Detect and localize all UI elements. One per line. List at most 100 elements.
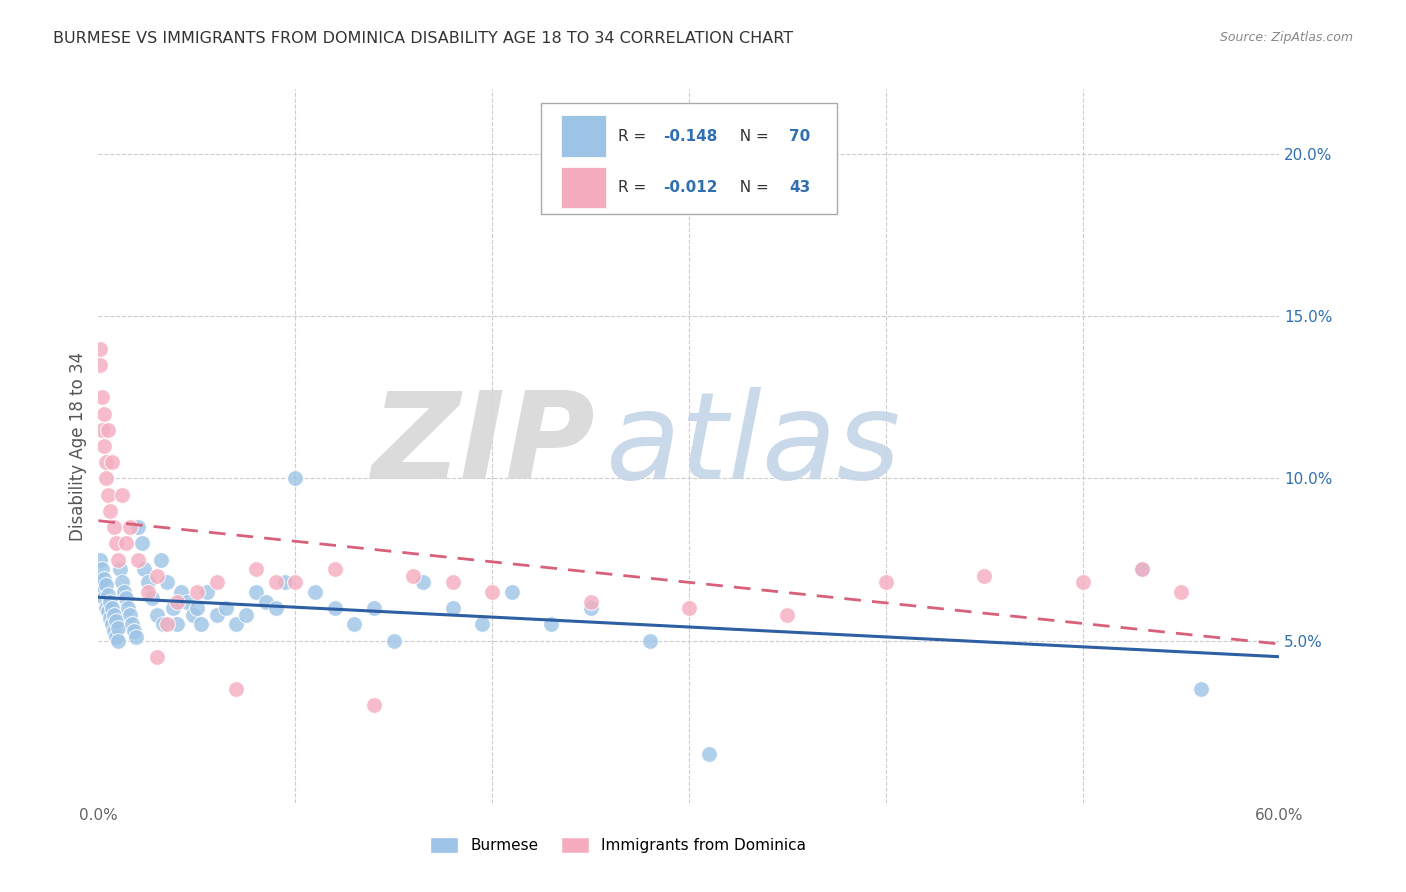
Point: [235, 607, 257, 622]
Point: [540, 617, 562, 632]
Point: [93, 572, 115, 586]
Point: [162, 601, 184, 615]
Point: [973, 568, 995, 582]
Text: -0.148: -0.148: [664, 128, 717, 144]
Point: [91, 585, 114, 599]
Point: [112, 585, 135, 599]
Point: [136, 575, 159, 590]
Point: [91, 562, 114, 576]
Point: [118, 607, 141, 622]
Point: [96, 471, 118, 485]
Point: [363, 601, 385, 615]
Point: [245, 585, 267, 599]
Point: [284, 575, 307, 590]
Point: [101, 601, 124, 615]
Text: R =: R =: [619, 128, 651, 144]
Point: [166, 617, 188, 632]
Point: [638, 633, 661, 648]
Point: [170, 585, 193, 599]
Point: [131, 536, 153, 550]
Point: [97, 488, 120, 502]
Point: [156, 575, 179, 590]
Point: [152, 617, 174, 632]
Point: [97, 423, 120, 437]
Point: [215, 601, 238, 615]
Point: [176, 595, 198, 609]
Point: [96, 578, 118, 592]
FancyBboxPatch shape: [561, 167, 606, 209]
Point: [304, 585, 326, 599]
Point: [181, 607, 204, 622]
Text: BURMESE VS IMMIGRANTS FROM DOMINICA DISABILITY AGE 18 TO 34 CORRELATION CHART: BURMESE VS IMMIGRANTS FROM DOMINICA DISA…: [53, 31, 793, 46]
Text: Source: ZipAtlas.com: Source: ZipAtlas.com: [1219, 31, 1353, 45]
Point: [471, 617, 494, 632]
Point: [93, 439, 115, 453]
Text: N =: N =: [730, 180, 773, 195]
Point: [89, 342, 111, 356]
Point: [125, 631, 148, 645]
Point: [89, 575, 111, 590]
Point: [150, 552, 173, 566]
Point: [98, 504, 121, 518]
Text: -0.012: -0.012: [664, 180, 717, 195]
Point: [441, 601, 464, 615]
Point: [776, 607, 799, 622]
Point: [481, 585, 503, 599]
Point: [127, 520, 149, 534]
Point: [117, 601, 139, 615]
Point: [146, 649, 169, 664]
Point: [122, 624, 145, 638]
Point: [146, 607, 169, 622]
Point: [98, 611, 121, 625]
Point: [382, 633, 405, 648]
Text: N =: N =: [730, 128, 773, 144]
Point: [101, 617, 124, 632]
Point: [141, 591, 163, 606]
Point: [1189, 682, 1212, 697]
Point: [205, 575, 228, 590]
Point: [89, 552, 111, 566]
Point: [323, 562, 346, 576]
Point: [105, 631, 128, 645]
Y-axis label: Disability Age 18 to 34: Disability Age 18 to 34: [69, 351, 87, 541]
Point: [118, 520, 141, 534]
Legend: Burmese, Immigrants from Dominica: Burmese, Immigrants from Dominica: [425, 831, 811, 859]
Point: [97, 604, 120, 618]
Point: [103, 520, 125, 534]
Point: [284, 471, 307, 485]
Point: [205, 607, 228, 622]
Point: [254, 595, 277, 609]
Point: [98, 595, 121, 609]
Point: [875, 575, 897, 590]
Point: [91, 423, 114, 437]
Point: [121, 617, 143, 632]
Text: R =: R =: [619, 180, 651, 195]
Point: [1130, 562, 1153, 576]
Point: [107, 633, 129, 648]
Point: [93, 591, 115, 606]
Point: [1170, 585, 1192, 599]
Point: [96, 455, 118, 469]
Point: [1130, 562, 1153, 576]
Point: [105, 614, 128, 628]
Point: [166, 595, 188, 609]
Point: [402, 568, 425, 582]
Point: [186, 585, 208, 599]
Point: [190, 617, 212, 632]
Point: [186, 601, 208, 615]
Point: [225, 682, 247, 697]
Point: [363, 698, 385, 713]
Point: [115, 591, 138, 606]
Point: [107, 621, 129, 635]
Point: [697, 747, 720, 761]
Point: [1071, 575, 1094, 590]
Text: atlas: atlas: [606, 387, 901, 505]
Point: [441, 575, 464, 590]
Point: [103, 607, 125, 622]
Point: [264, 601, 287, 615]
Point: [107, 552, 129, 566]
Point: [136, 585, 159, 599]
Point: [111, 575, 134, 590]
Point: [323, 601, 346, 615]
Point: [108, 562, 131, 576]
